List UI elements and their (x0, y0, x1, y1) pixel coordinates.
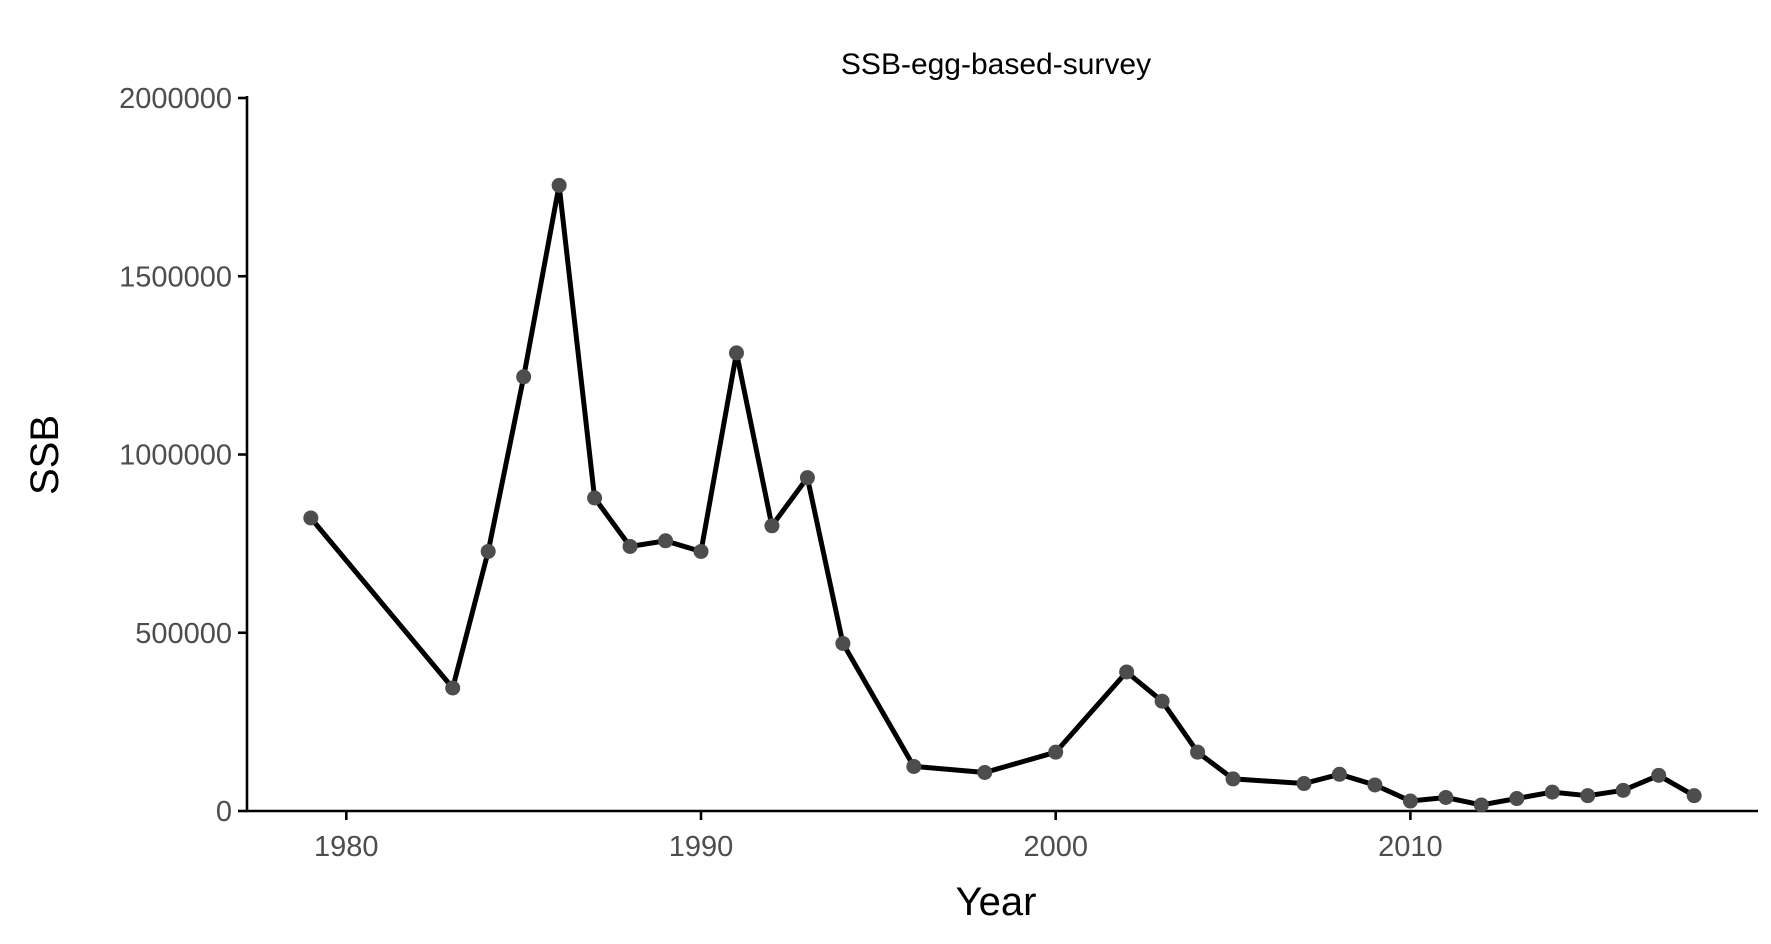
chart-title: SSB-egg-based-survey (841, 48, 1151, 81)
data-point (622, 538, 638, 554)
y-tick-label: 1500000 (119, 261, 232, 293)
data-point (1580, 788, 1596, 804)
data-point (764, 518, 780, 534)
data-point (1544, 784, 1560, 800)
data-point (658, 533, 674, 549)
data-point (1154, 693, 1170, 709)
x-tick-label: 1990 (669, 831, 734, 863)
y-tick-label: 0 (216, 796, 232, 828)
data-point (1190, 744, 1206, 760)
series-line (308, 182, 1697, 808)
data-point (480, 543, 496, 559)
data-point (1296, 776, 1312, 792)
data-point (977, 764, 993, 780)
data-point (728, 345, 744, 361)
y-tick-label: 2000000 (119, 83, 232, 115)
data-point (1402, 793, 1418, 809)
y-tick-label: 1000000 (119, 440, 232, 472)
data-point (799, 470, 815, 486)
x-tick-label: 2000 (1023, 831, 1088, 863)
data-point (1367, 777, 1383, 793)
data-point (303, 510, 319, 526)
data-point (1438, 789, 1454, 805)
series (303, 177, 1702, 813)
y-axis: 0 500000 1000000 1500000 2000000 (119, 83, 249, 828)
data-point (693, 543, 709, 559)
x-axis-title: Year (956, 880, 1037, 924)
data-point (516, 369, 532, 385)
y-axis-title: SSB (23, 415, 67, 495)
data-point (1509, 791, 1525, 807)
data-point (835, 635, 851, 651)
data-point (1331, 766, 1347, 782)
data-point (1048, 744, 1064, 760)
data-point (1615, 782, 1631, 798)
x-tick-label: 2010 (1378, 831, 1443, 863)
data-point (587, 490, 603, 506)
data-point (1225, 771, 1241, 787)
data-point (1119, 664, 1135, 680)
data-point (1473, 797, 1489, 813)
x-tick-label: 1980 (314, 831, 379, 863)
data-point (1651, 767, 1667, 783)
data-point (551, 177, 567, 193)
y-tick-label: 500000 (135, 618, 232, 650)
data-point (1686, 788, 1702, 804)
x-axis: 1980 1990 2000 2010 (246, 809, 1758, 863)
data-point (906, 758, 922, 774)
data-point (445, 680, 461, 696)
